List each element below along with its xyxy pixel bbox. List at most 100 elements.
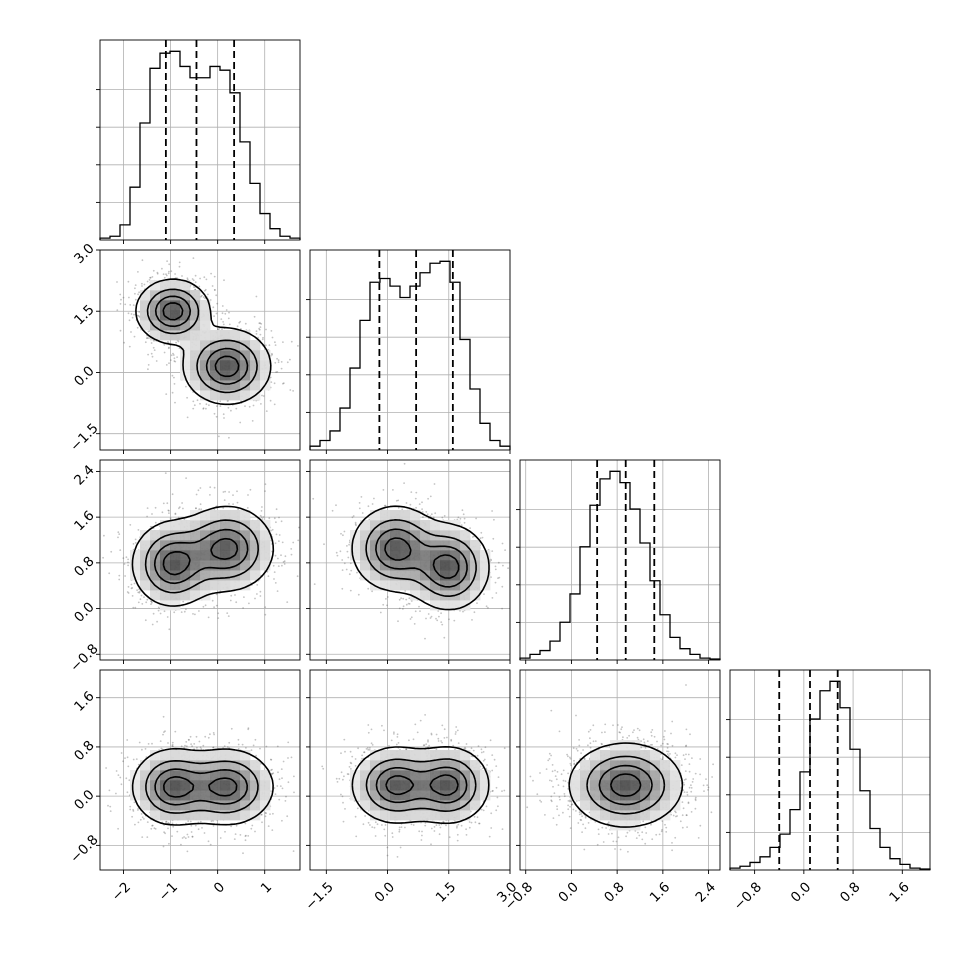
scatter-point <box>147 364 150 366</box>
x-tick-label: 0.8 <box>837 879 864 906</box>
scatter-point <box>493 518 495 521</box>
scatter-point <box>234 594 236 596</box>
scatter-point <box>175 341 178 344</box>
density-cell <box>210 520 221 531</box>
scatter-point <box>254 597 256 600</box>
density-cell <box>230 530 241 541</box>
density-cell <box>260 350 271 361</box>
scatter-point <box>275 533 278 536</box>
scatter-point <box>278 540 280 542</box>
scatter-point <box>259 514 262 517</box>
scatter-point <box>133 313 135 316</box>
scatter-point <box>239 421 242 424</box>
density-cell <box>420 520 431 531</box>
scatter-point <box>143 283 146 286</box>
scatter-point <box>410 491 413 493</box>
scatter-point <box>491 597 494 599</box>
scatter-point <box>281 541 284 544</box>
density-cell <box>250 550 261 561</box>
density-cell <box>180 330 191 341</box>
scatter-point <box>286 815 289 818</box>
density-cell <box>260 560 271 571</box>
scatter-point <box>398 607 401 610</box>
scatter-point <box>138 590 141 593</box>
density-cell <box>160 330 171 341</box>
scatter-point <box>118 578 121 581</box>
scatter-point <box>132 543 135 545</box>
scatter-point <box>211 599 214 602</box>
scatter-point <box>124 303 127 306</box>
scatter-point <box>178 261 181 264</box>
scatter-point <box>232 494 234 496</box>
density-cell <box>380 520 391 531</box>
scatter-point <box>255 295 258 298</box>
scatter-point <box>127 586 130 588</box>
density-cell <box>250 560 261 571</box>
scatter-point <box>213 606 216 609</box>
scatter-point <box>259 322 262 325</box>
scatter-point <box>348 543 350 546</box>
scatter-point <box>401 508 404 511</box>
scatter-point <box>128 345 131 348</box>
scatter-point <box>119 293 122 296</box>
density-cell <box>260 360 271 371</box>
density-cell <box>180 550 191 561</box>
scatter-point <box>358 507 361 510</box>
scatter-point <box>286 601 289 603</box>
density-cell <box>220 510 231 521</box>
scatter-point <box>198 285 201 288</box>
scatter-point <box>343 530 346 533</box>
scatter-point <box>264 815 267 818</box>
scatter-point <box>166 502 169 505</box>
scatter-point <box>119 303 122 305</box>
scatter-point <box>140 813 143 815</box>
scatter-point <box>181 275 183 277</box>
histogram-step-0 <box>99 50 301 240</box>
scatter-point <box>323 543 325 546</box>
scatter-point <box>220 318 223 320</box>
scatter-point <box>275 508 278 511</box>
scatter-point <box>349 562 352 565</box>
density-cell <box>200 550 211 561</box>
scatter-point <box>134 292 136 295</box>
scatter-point <box>259 590 262 593</box>
density-cell <box>180 540 191 551</box>
joint-content-1-0 <box>100 250 300 450</box>
scatter-point <box>133 335 136 338</box>
scatter-point <box>193 404 196 407</box>
scatter-point <box>409 503 412 506</box>
scatter-point <box>462 610 464 613</box>
scatter-point <box>232 503 235 505</box>
scatter-point <box>264 490 266 492</box>
scatter-point <box>157 606 160 609</box>
scatter-point <box>264 483 267 486</box>
density-cell <box>200 510 211 521</box>
scatter-point <box>222 413 225 416</box>
scatter-point <box>126 739 129 741</box>
scatter-point <box>429 495 432 498</box>
scatter-point <box>422 516 424 518</box>
scatter-point <box>297 345 299 347</box>
scatter-point <box>429 515 432 518</box>
scatter-point <box>205 278 208 281</box>
scatter-point <box>433 483 436 485</box>
scatter-point <box>487 606 489 609</box>
scatter-point <box>415 491 418 494</box>
scatter-point <box>425 511 428 513</box>
density-cell <box>400 540 411 551</box>
scatter-point <box>174 273 177 275</box>
contour-level-0 <box>131 505 275 607</box>
scatter-point <box>224 312 227 315</box>
scatter-point <box>277 359 280 362</box>
density-cell <box>260 530 271 541</box>
scatter-point <box>371 503 374 505</box>
density-cell <box>250 350 261 361</box>
density-cell <box>420 570 431 581</box>
density-cell <box>390 520 401 531</box>
scatter-point <box>436 619 439 622</box>
scatter-point <box>102 556 104 559</box>
scatter-point <box>151 276 154 278</box>
scatter-point <box>271 352 273 355</box>
scatter-point <box>414 610 417 613</box>
density-cell <box>140 320 151 331</box>
